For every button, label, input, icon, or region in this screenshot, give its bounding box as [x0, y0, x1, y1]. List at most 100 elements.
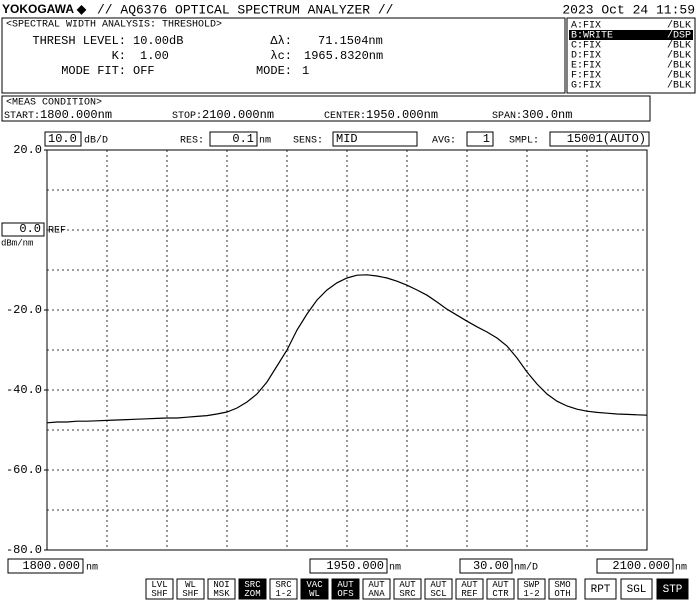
soft-key[interactable]: [207, 578, 236, 600]
soft-key-top[interactable]: WL: [185, 580, 196, 590]
big-key[interactable]: [620, 578, 653, 600]
soft-key-bottom[interactable]: ZOM: [244, 589, 260, 599]
soft-key-top[interactable]: SRC: [275, 580, 292, 590]
avg-value[interactable]: 1: [483, 132, 490, 146]
model: // AQ6376 OPTICAL SPECTRUM ANALYZER //: [97, 2, 394, 17]
field-label: Δλ:: [270, 34, 292, 48]
big-key-label[interactable]: RPT: [591, 584, 611, 596]
field-value: 1965.8320nm: [304, 49, 383, 63]
soft-key-bottom[interactable]: SCL: [430, 589, 446, 599]
soft-key[interactable]: [300, 578, 329, 600]
soft-key-bottom[interactable]: 1-2: [523, 589, 539, 599]
value-box[interactable]: [7, 558, 84, 574]
soft-key-top[interactable]: NOI: [213, 580, 229, 590]
soft-key-bottom[interactable]: REF: [461, 589, 477, 599]
soft-key-top[interactable]: SWP: [523, 580, 539, 590]
big-key-label[interactable]: SGL: [627, 584, 647, 596]
ydiv-unit: dB/D: [84, 135, 108, 147]
trace-mode[interactable]: /BLK: [667, 60, 691, 72]
soft-key[interactable]: [455, 578, 484, 600]
soft-key-bottom[interactable]: SHF: [151, 589, 167, 599]
soft-key-top[interactable]: AUT: [461, 580, 478, 590]
soft-key-top[interactable]: LVL: [151, 580, 167, 590]
big-key[interactable]: [584, 578, 617, 600]
soft-key-bottom[interactable]: ANA: [368, 589, 385, 599]
trace-label[interactable]: C:FIX: [571, 41, 601, 52]
x-tick-label[interactable]: 1800.000: [22, 559, 80, 573]
soft-key-top[interactable]: AUT: [337, 580, 354, 590]
y-tick-label: -40.0: [6, 383, 42, 397]
big-key-label[interactable]: STP: [663, 584, 683, 596]
res-value[interactable]: 0.1: [232, 132, 254, 146]
soft-key-bottom[interactable]: OFS: [337, 589, 353, 599]
soft-key-bottom[interactable]: CTR: [492, 589, 509, 599]
trace-label[interactable]: G:FIX: [571, 81, 601, 92]
trace-mode[interactable]: /DSP: [667, 30, 691, 42]
x-tick-label[interactable]: 1950.000: [326, 559, 384, 573]
trace-mode[interactable]: /BLK: [667, 70, 691, 82]
field-label: K:: [112, 49, 126, 63]
soft-key-bottom[interactable]: WL: [309, 589, 320, 599]
soft-key-bottom[interactable]: MSK: [213, 589, 230, 599]
soft-key[interactable]: [393, 578, 422, 600]
trace-mode[interactable]: /BLK: [667, 20, 691, 32]
trace-label[interactable]: E:FIX: [571, 61, 601, 72]
xdiv-value[interactable]: 30.00: [473, 559, 509, 573]
big-key[interactable]: [656, 578, 689, 600]
soft-key-top[interactable]: AUT: [399, 580, 416, 590]
soft-key-top[interactable]: AUT: [430, 580, 447, 590]
soft-key-top[interactable]: SMO: [554, 580, 570, 590]
meas-title: <MEAS CONDITION>: [6, 98, 102, 109]
soft-key[interactable]: [238, 578, 267, 600]
soft-key[interactable]: [176, 578, 205, 600]
soft-key[interactable]: [517, 578, 546, 600]
trace-mode[interactable]: /BLK: [667, 80, 691, 92]
soft-key[interactable]: [486, 578, 515, 600]
value-box[interactable]: [309, 558, 388, 574]
meas-value: 1950.000nm: [366, 108, 438, 122]
soft-key[interactable]: [331, 578, 360, 600]
ydiv-value[interactable]: 10.0: [48, 132, 77, 146]
soft-key-top[interactable]: AUT: [492, 580, 509, 590]
meas-item: SPAN:300.0nm: [492, 108, 572, 122]
soft-key-top[interactable]: VAC: [306, 580, 323, 590]
value-box[interactable]: [1, 222, 45, 237]
soft-key[interactable]: [548, 578, 577, 600]
trace-label[interactable]: A:FIX: [571, 21, 601, 32]
soft-key-bottom[interactable]: 1-2: [275, 589, 291, 599]
trace-label[interactable]: B:WRITE: [571, 31, 613, 42]
trace-mode[interactable]: /BLK: [667, 40, 691, 52]
sens-label: SENS:: [293, 136, 323, 147]
field-value: OFF: [133, 64, 155, 78]
value-box[interactable]: [549, 131, 650, 147]
meas-label: STOP:: [172, 111, 202, 122]
soft-key[interactable]: [145, 578, 174, 600]
trace-label[interactable]: F:FIX: [571, 71, 601, 82]
value-box[interactable]: [332, 131, 418, 147]
x-tick-label[interactable]: 2100.000: [612, 559, 670, 573]
soft-key-bottom[interactable]: SHF: [182, 589, 198, 599]
value-box[interactable]: [44, 131, 82, 147]
value-box[interactable]: [596, 558, 674, 574]
soft-key-top[interactable]: AUT: [368, 580, 385, 590]
ref-value[interactable]: 0.0: [19, 222, 41, 236]
soft-key[interactable]: [424, 578, 453, 600]
trace-highlight: [569, 30, 693, 40]
y-tick-label: 20.0: [13, 143, 42, 157]
value-box[interactable]: [459, 558, 513, 574]
sens-value[interactable]: MID: [336, 132, 358, 146]
soft-key[interactable]: [269, 578, 298, 600]
soft-key-bottom[interactable]: SRC: [399, 589, 416, 599]
value-box[interactable]: [209, 131, 258, 147]
smpl-value[interactable]: 15001(AUTO): [567, 132, 646, 146]
soft-key-top[interactable]: SRC: [244, 580, 261, 590]
meas-item: CENTER:1950.000nm: [324, 108, 438, 122]
analysis-title: <SPECTRAL WIDTH ANALYSIS: THRESHOLD>: [6, 20, 222, 31]
soft-key-bottom[interactable]: OTH: [554, 589, 570, 599]
soft-key[interactable]: [362, 578, 391, 600]
trace-label[interactable]: D:FIX: [571, 51, 601, 62]
field-label: THRESH LEVEL:: [32, 34, 126, 48]
value-box[interactable]: [466, 131, 494, 147]
trace-mode[interactable]: /BLK: [667, 50, 691, 62]
res-label: RES:: [180, 136, 204, 147]
